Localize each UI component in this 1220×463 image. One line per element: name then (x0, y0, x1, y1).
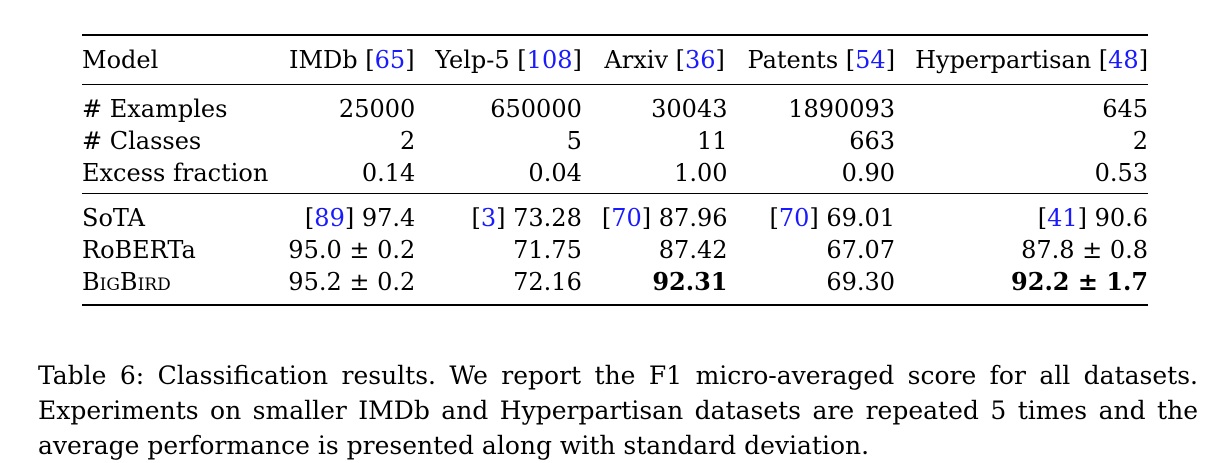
table-cell: 650000 (490, 95, 582, 123)
table-cell: [89] 97.4 (278, 193, 426, 234)
table-cell: 0.04 (528, 159, 582, 187)
cell-value: 73.28 (513, 204, 582, 232)
results-table-container: Model IMDb [65] Yelp-5 [108] Arxiv [36] … (82, 34, 1149, 306)
citation-link[interactable]: 65 (374, 46, 406, 74)
table-cell: 69.30 (737, 266, 906, 306)
table-cell: [70] 69.01 (737, 193, 906, 234)
header-label: IMDb (288, 46, 358, 74)
table-cell-best: 92.31 (591, 266, 738, 306)
table-cell: 663 (849, 127, 896, 155)
table-cell: 11 (696, 127, 728, 155)
table-cell-best: 92.2 ± 1.7 (905, 266, 1149, 306)
header-yelp5: Yelp-5 [108] (425, 34, 592, 85)
citation-link[interactable]: 3 (480, 204, 497, 232)
citation-link[interactable]: 48 (1108, 46, 1139, 74)
header-label: Arxiv (604, 46, 668, 74)
cell-value: 69.01 (826, 204, 896, 232)
table-cell: 95.0 ± 0.2 (288, 236, 416, 264)
table-cell: 1890093 (788, 95, 896, 123)
citation-link[interactable]: 89 (314, 204, 345, 232)
table-row-examples: # Examples 25000 650000 30043 1890093 64… (82, 85, 1148, 126)
citation-link[interactable]: 54 (855, 46, 886, 74)
header-row: Model IMDb [65] Yelp-5 [108] Arxiv [36] … (82, 34, 1149, 85)
row-label: RoBERTa (82, 236, 196, 264)
citation-link[interactable]: 41 (1047, 204, 1078, 232)
table-cell: [3] 73.28 (425, 193, 592, 234)
table-cell: 0.90 (841, 159, 896, 187)
header-patents: Patents [54] (737, 34, 906, 85)
table-cell: 87.8 ± 0.8 (1021, 236, 1149, 264)
table-cell: [70] 87.96 (591, 193, 738, 234)
cell-value: 90.6 (1094, 204, 1149, 232)
table-cell: 71.75 (513, 236, 582, 264)
table-cell: 67.07 (826, 236, 896, 264)
row-label: BigBird (82, 266, 279, 306)
row-label: # Classes (82, 127, 202, 155)
table-cell: 645 (1102, 95, 1149, 123)
header-label: Model (82, 46, 159, 74)
header-arxiv: Arxiv [36] (591, 34, 738, 85)
table-cell: 2 (400, 127, 416, 155)
header-label: Patents (747, 46, 839, 74)
header-imdb: IMDb [65] (278, 34, 426, 85)
table-cell: 0.14 (361, 159, 416, 187)
table-cell: 5 (566, 127, 582, 155)
row-label: Excess fraction (82, 159, 269, 187)
cell-value: 87.96 (658, 204, 728, 232)
header-label: Yelp-5 (435, 46, 510, 74)
header-label: Hyperpartisan (915, 46, 1092, 74)
table-row-roberta: RoBERTa 95.0 ± 0.2 71.75 87.42 67.07 87.… (82, 234, 1148, 266)
citation-link[interactable]: 36 (685, 46, 716, 74)
table-cell: 30043 (651, 95, 728, 123)
row-label: # Examples (82, 95, 228, 123)
table-cell: 72.16 (425, 266, 592, 306)
table-cell: 95.2 ± 0.2 (278, 266, 426, 306)
table-cell: 0.53 (1094, 159, 1149, 187)
classification-results-table: Model IMDb [65] Yelp-5 [108] Arxiv [36] … (82, 34, 1149, 306)
table-cell: 2 (1132, 127, 1149, 155)
table-cell: 87.42 (658, 236, 728, 264)
header-model: Model (82, 34, 279, 85)
table-caption: Table 6: Classification results. We repo… (38, 361, 1198, 460)
table-cell: 25000 (338, 95, 416, 123)
table-row-excess-fraction: Excess fraction 0.14 0.04 1.00 0.90 0.53 (82, 157, 1148, 194)
header-hyperpartisan: Hyperpartisan [48] (905, 34, 1149, 85)
cell-value: 97.4 (361, 204, 416, 232)
table-row-sota: SoTA [89] 97.4 [3] 73.28 [70] 87.96 [70]… (82, 193, 1149, 234)
table-cell: 1.00 (674, 159, 728, 187)
citation-link[interactable]: 70 (778, 204, 810, 232)
citation-link[interactable]: 108 (526, 46, 573, 74)
table-cell: [41] 90.6 (905, 193, 1149, 234)
table-row-classes: # Classes 2 5 11 663 2 (82, 125, 1148, 157)
citation-link[interactable]: 70 (611, 204, 642, 232)
row-label: SoTA (82, 193, 279, 234)
table-row-bigbird: BigBird 95.2 ± 0.2 72.16 92.31 69.30 92.… (82, 266, 1149, 306)
